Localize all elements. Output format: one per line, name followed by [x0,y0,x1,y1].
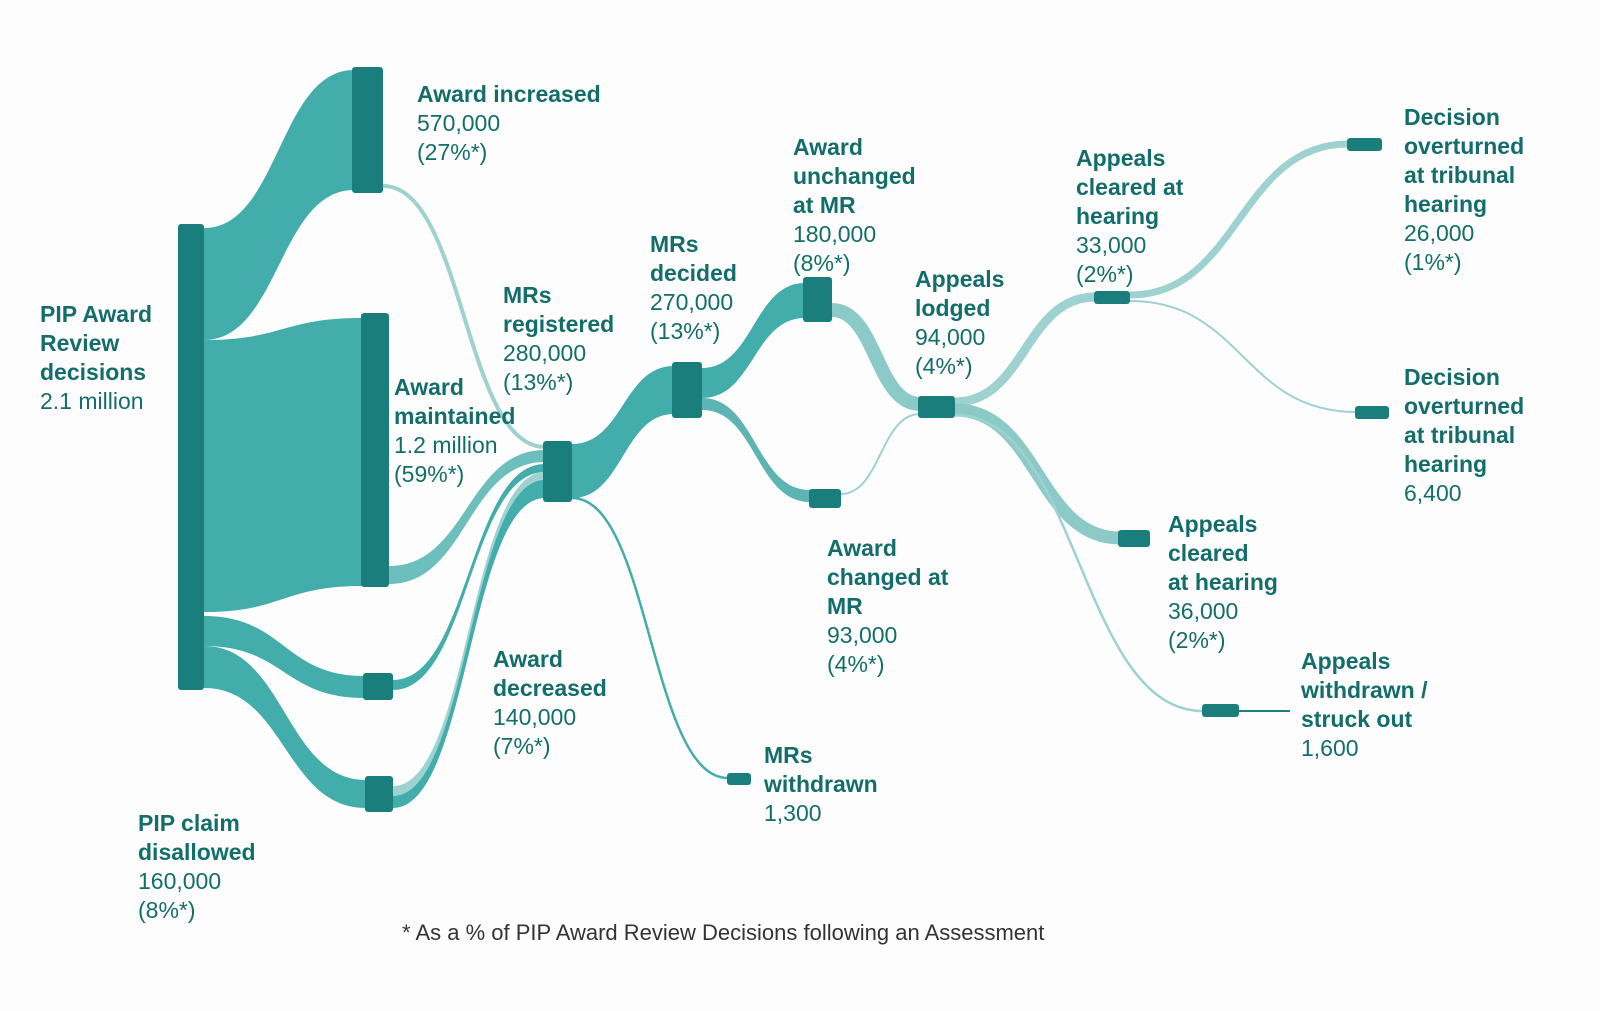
label-decision-overturned-2: Decision overturned at tribunal hearing 6… [1404,364,1525,506]
flow-increased-to-mrs-registered [382,184,546,449]
flow-root-to-award-decreased [204,616,364,698]
node-award-decreased [363,673,393,700]
node-mrs-decided [672,362,702,418]
flow-unchanged-to-appeals-lodged [831,303,921,411]
node-root [178,224,204,690]
node-award-maintained [361,313,389,587]
node-appeals-cleared-2 [1118,530,1150,547]
label-appeals-cleared-2: Appeals cleared at hearing 36,000 (2%*) [1168,511,1278,653]
node-appeals-withdrawn [1202,704,1239,717]
flow-appeals-lodged-to-cleared-1 [954,292,1096,407]
flow-cleared-to-overturned-2 [1129,300,1357,413]
flow-root-to-claim-disallowed [204,646,366,808]
label-award-changed: Award changed at MR 93,000 (4%*) [827,535,949,677]
node-award-unchanged [803,277,832,322]
label-mrs-withdrawn: MRs withdrawn 1,300 [764,742,878,826]
flow-cleared-to-overturned-1 [1129,140,1349,299]
label-decision-overturned-1: Decision overturned at tribunal hearing 2… [1404,104,1525,275]
label-appeals-cleared-1: Appeals cleared at hearing 33,000 (2%*) [1076,145,1184,287]
label-appeals-lodged: Appeals lodged 94,000 (4%*) [915,266,1005,379]
node-appeals-lodged [918,396,955,418]
label-award-decreased: Award decreased 140,000 (7%*) [493,646,607,759]
label-mrs-registered: MRs registered 280,000 (13%*) [503,282,615,395]
flow-changed-to-appeals-lodged [840,413,921,495]
flow-mrs-registered-to-mrs-decided [572,366,674,498]
label-root: PIP Award Review decisions 2.1 million [40,301,153,414]
flow-mrs-registered-to-mrs-withdrawn [571,496,729,780]
flow-root-to-award-increased [204,70,354,340]
node-claim-disallowed [365,776,393,812]
label-award-maintained: Award maintained 1.2 million (59%*) [394,374,516,487]
label-appeals-withdrawn: Appeals withdrawn / struck out 1,600 [1301,648,1428,761]
node-mrs-withdrawn [727,773,751,785]
flow-mrs-decided-to-award-changed [702,398,810,502]
label-award-unchanged: Award unchanged at MR 180,000 (8%*) [793,134,916,276]
node-appeals-cleared-1 [1094,291,1130,304]
node-decision-overturned-2 [1355,406,1389,419]
flow-root-to-award-maintained [204,318,362,612]
flow-appeals-lodged-to-withdrawn [954,413,1204,713]
node-decision-overturned-1 [1347,138,1382,151]
label-claim-disallowed: PIP claim disallowed 160,000 (8%*) [138,810,256,923]
flow-mrs-decided-to-award-unchanged [702,283,805,398]
footnote: * As a % of PIP Award Review Decisions f… [402,920,1045,945]
node-award-increased [352,67,383,193]
flow-decreased-to-mrs-registered [393,464,545,690]
label-award-increased: Award increased 570,000 (27%*) [417,81,601,165]
flow-disallowed-to-mrs-registered [393,480,545,808]
flow-disallowed-to-mrs-registered-light [393,472,545,800]
label-mrs-decided: MRs decided 270,000 (13%*) [650,231,737,344]
node-award-changed [809,489,841,508]
node-mrs-registered [543,441,572,502]
flow-maintained-to-mrs-registered [389,450,545,584]
